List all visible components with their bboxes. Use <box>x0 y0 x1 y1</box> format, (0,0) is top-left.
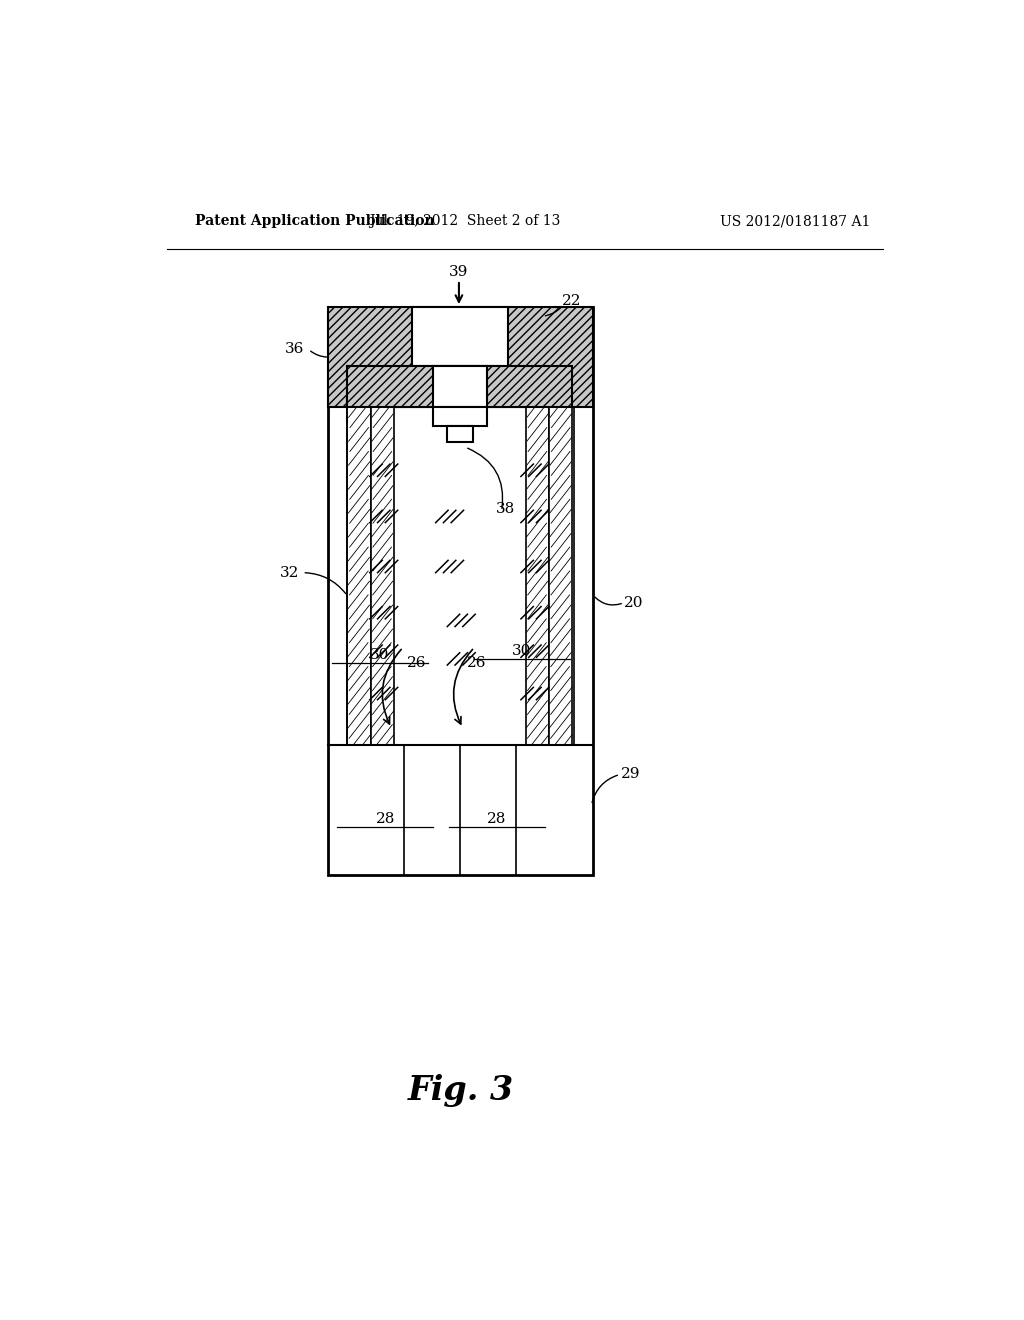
Text: Patent Application Publication: Patent Application Publication <box>196 214 435 228</box>
Text: 36: 36 <box>285 342 304 356</box>
Text: 22: 22 <box>562 294 582 308</box>
Text: 38: 38 <box>496 502 515 516</box>
Text: 39: 39 <box>450 265 469 280</box>
Text: 30: 30 <box>371 648 389 663</box>
Text: 26: 26 <box>407 656 426 669</box>
Bar <box>525 407 549 744</box>
Text: 20: 20 <box>625 595 644 610</box>
Bar <box>549 407 572 744</box>
Bar <box>328 308 593 407</box>
Bar <box>432 407 486 426</box>
Text: 30: 30 <box>512 644 531 659</box>
Text: 28: 28 <box>487 812 507 826</box>
Text: 32: 32 <box>280 566 299 579</box>
Text: 28: 28 <box>376 812 395 826</box>
Text: Fig. 3: Fig. 3 <box>409 1073 514 1106</box>
Bar <box>446 426 473 442</box>
Bar <box>371 407 394 744</box>
Bar <box>328 308 593 875</box>
Bar <box>432 367 486 407</box>
Bar <box>347 407 371 744</box>
Text: US 2012/0181187 A1: US 2012/0181187 A1 <box>720 214 870 228</box>
Bar <box>412 308 508 367</box>
Text: 26: 26 <box>467 656 486 669</box>
Bar <box>347 367 572 407</box>
Text: 29: 29 <box>621 767 640 781</box>
Text: Jul. 19, 2012  Sheet 2 of 13: Jul. 19, 2012 Sheet 2 of 13 <box>370 214 561 228</box>
